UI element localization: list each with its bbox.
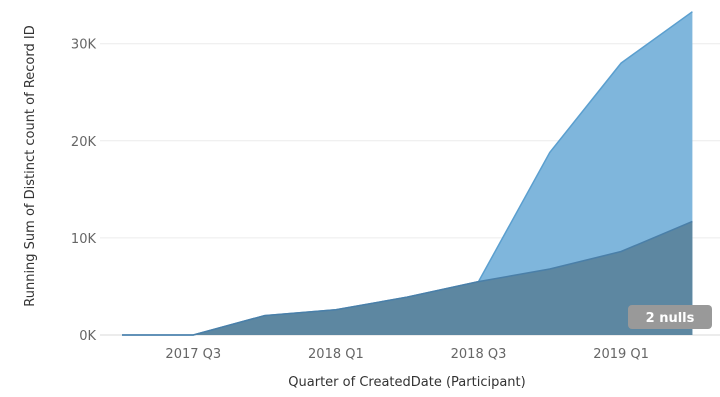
y-tick-label: 30K <box>71 38 97 53</box>
nulls-badge[interactable]: 2 nulls <box>628 305 712 329</box>
nulls-badge-label: 2 nulls <box>646 311 695 326</box>
nulls-badge-background <box>628 305 712 329</box>
x-axis-title: Quarter of CreatedDate (Participant) <box>288 375 525 390</box>
x-tick-label: 2018 Q1 <box>308 347 364 362</box>
y-tick-label: 0K <box>79 329 96 344</box>
y-tick-label: 10K <box>71 232 97 247</box>
area-series-1[interactable] <box>122 11 693 335</box>
x-tick-label: 2017 Q3 <box>165 347 221 362</box>
x-axis-ticks: 2017 Q3 2018 Q1 2018 Q3 2019 Q1 <box>165 347 649 362</box>
x-tick-label: 2019 Q1 <box>593 347 649 362</box>
area-series-2[interactable] <box>122 221 693 335</box>
area-series <box>122 11 693 336</box>
y-tick-label: 20K <box>71 135 97 150</box>
y-axis-ticks: 0K 10K 20K 30K <box>71 38 97 344</box>
x-tick-label: 2018 Q3 <box>451 347 507 362</box>
series-line-2 <box>122 220 693 336</box>
y-axis-title: Running Sum of Distinct count of Record … <box>23 25 38 306</box>
